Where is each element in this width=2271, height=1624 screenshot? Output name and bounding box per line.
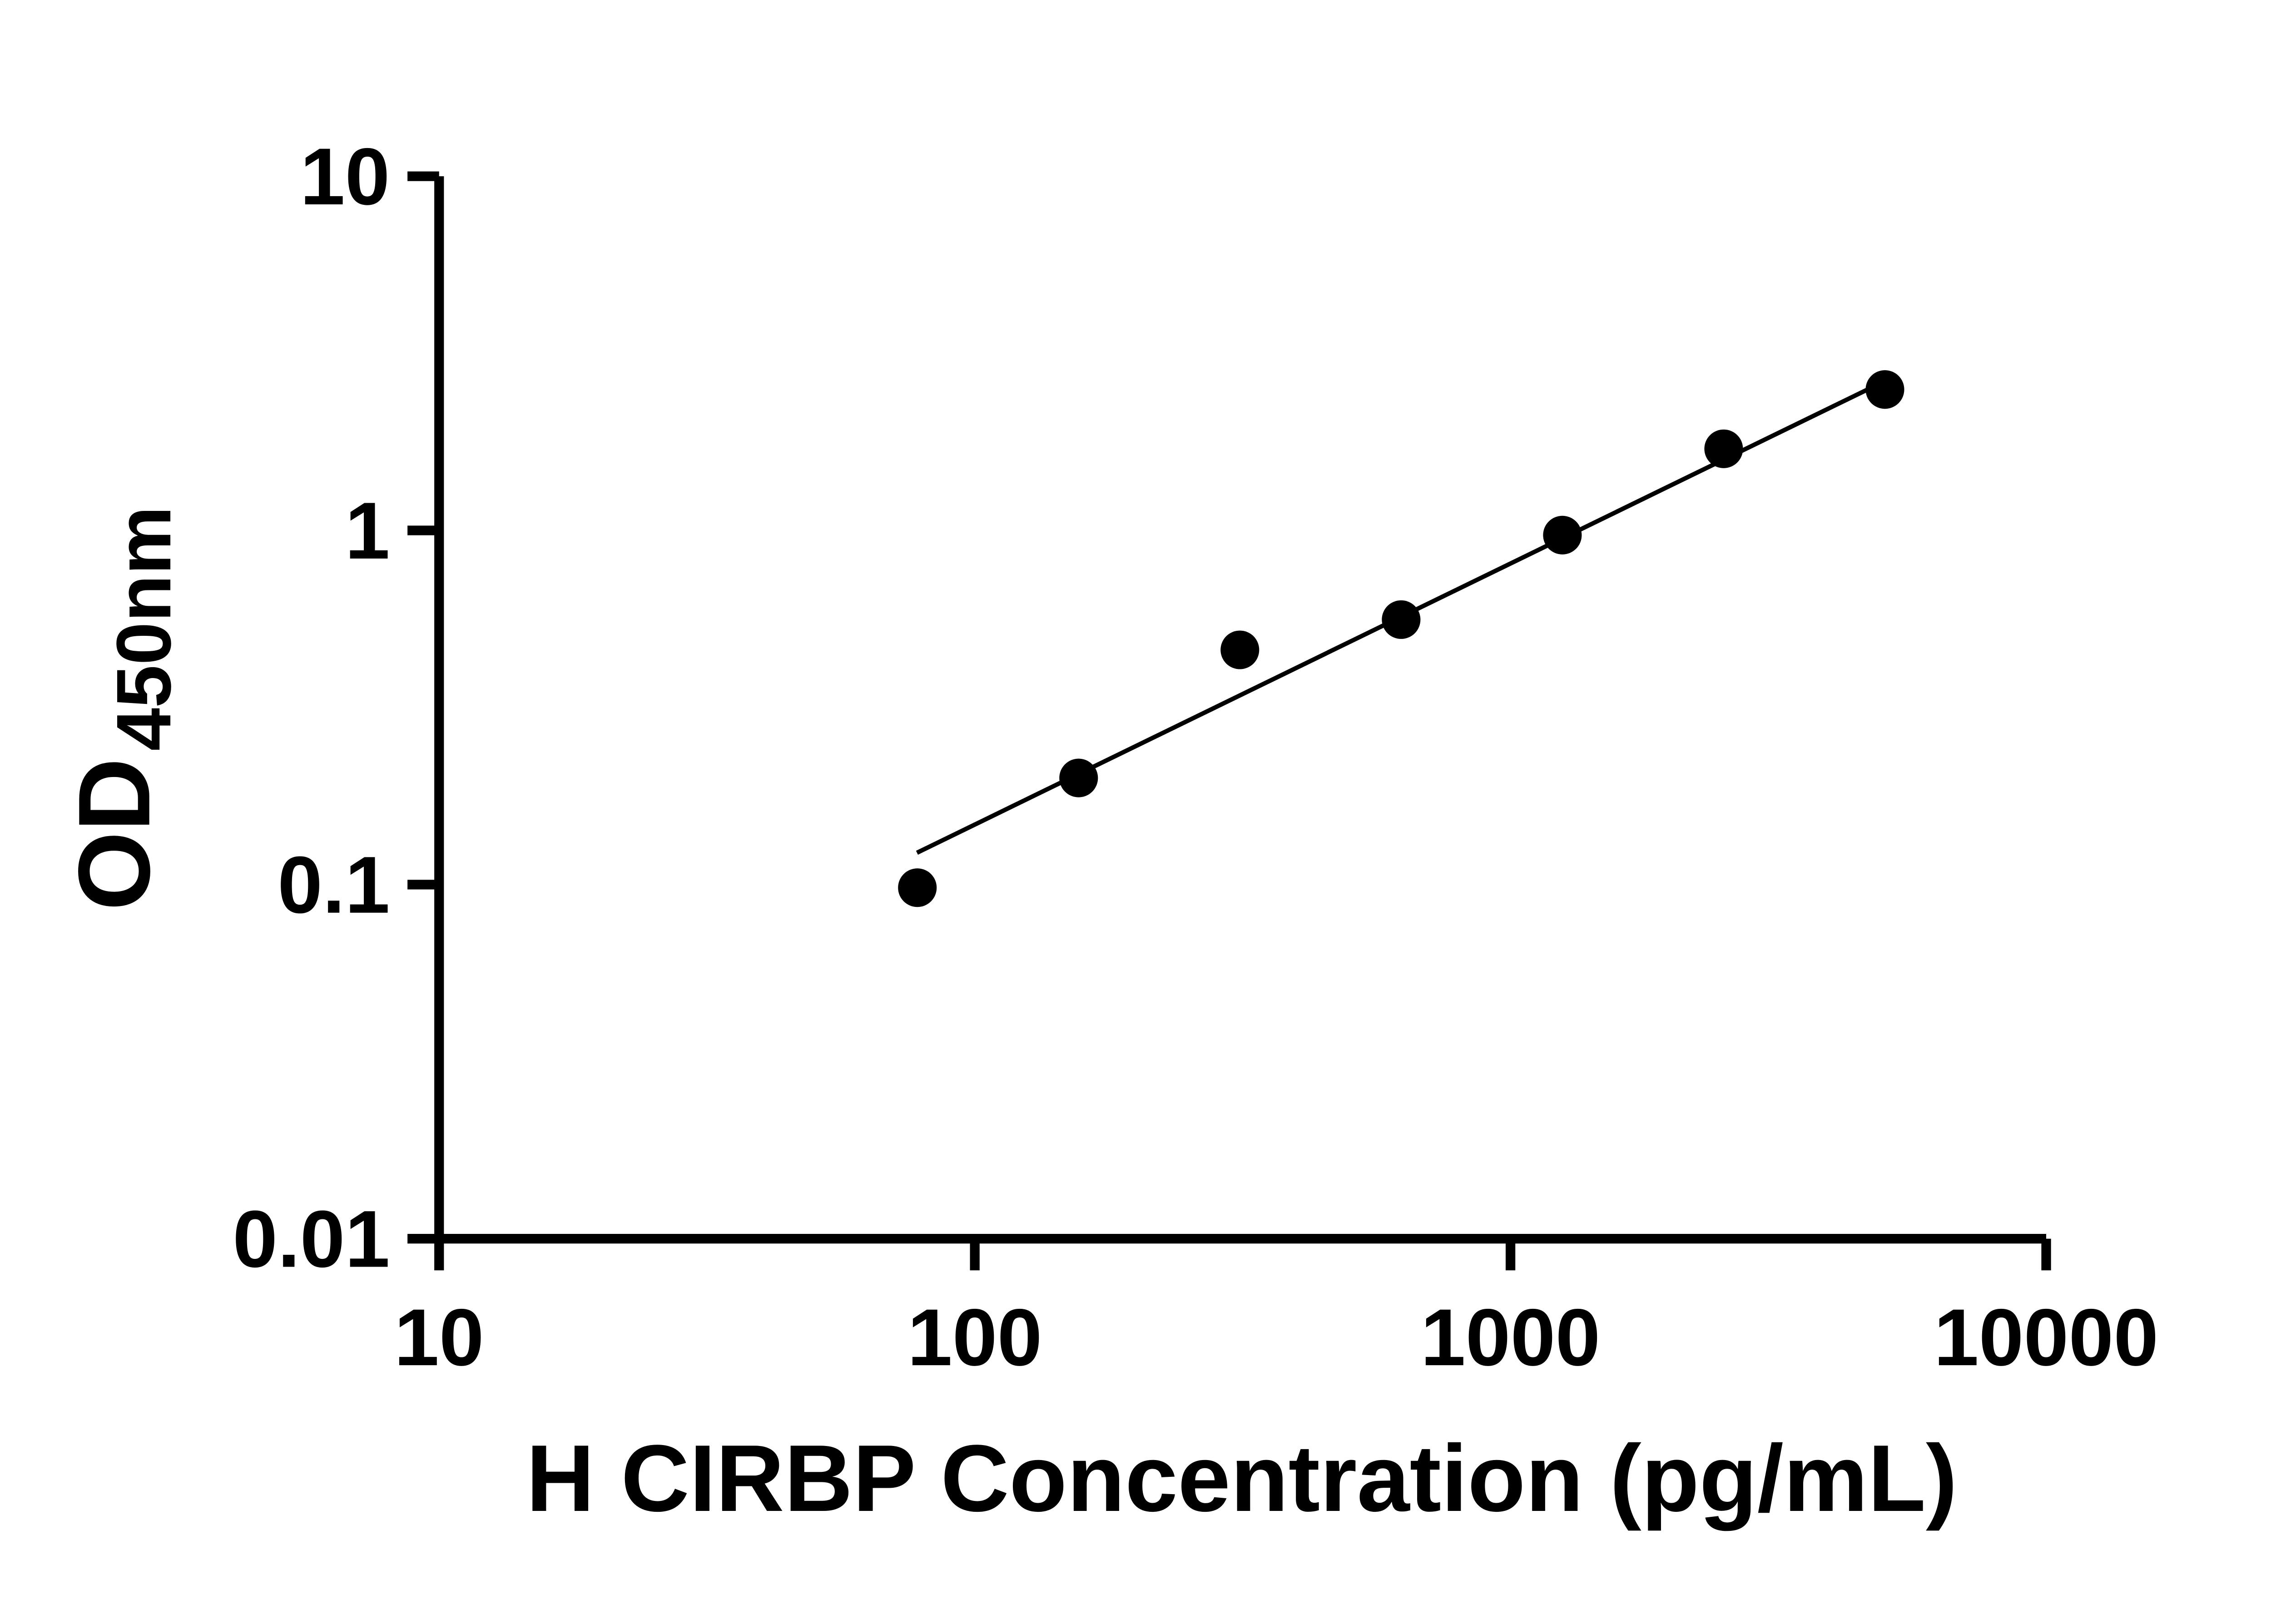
x-axis-title: H CIRBP Concentration (pg/mL)	[526, 1426, 1957, 1531]
data-point	[1704, 429, 1743, 468]
data-point	[1543, 515, 1582, 555]
data-point	[1059, 758, 1098, 797]
y-tick-label: 1	[345, 485, 390, 576]
data-point	[1382, 600, 1421, 639]
data-point	[1220, 630, 1259, 669]
x-tick-label: 1000	[1421, 1292, 1601, 1382]
data-point	[898, 868, 937, 907]
plot-layer: 10 100 1000 10000 0.01 0.1 1 10	[233, 131, 2158, 1382]
x-tick-label: 10	[394, 1292, 484, 1382]
y-axis-title: OD 450nm	[57, 506, 187, 911]
y-tick-label: 10	[300, 131, 390, 222]
x-tick-label: 100	[907, 1292, 1042, 1382]
y-axis-title-subscript: 450nm	[101, 506, 187, 751]
y-tick-label: 0.01	[233, 1194, 390, 1284]
x-tick-label: 10000	[1934, 1292, 2159, 1382]
data-point	[1865, 370, 1904, 409]
y-tick-label: 0.1	[278, 840, 390, 930]
y-axis-title-main: OD	[57, 758, 171, 911]
